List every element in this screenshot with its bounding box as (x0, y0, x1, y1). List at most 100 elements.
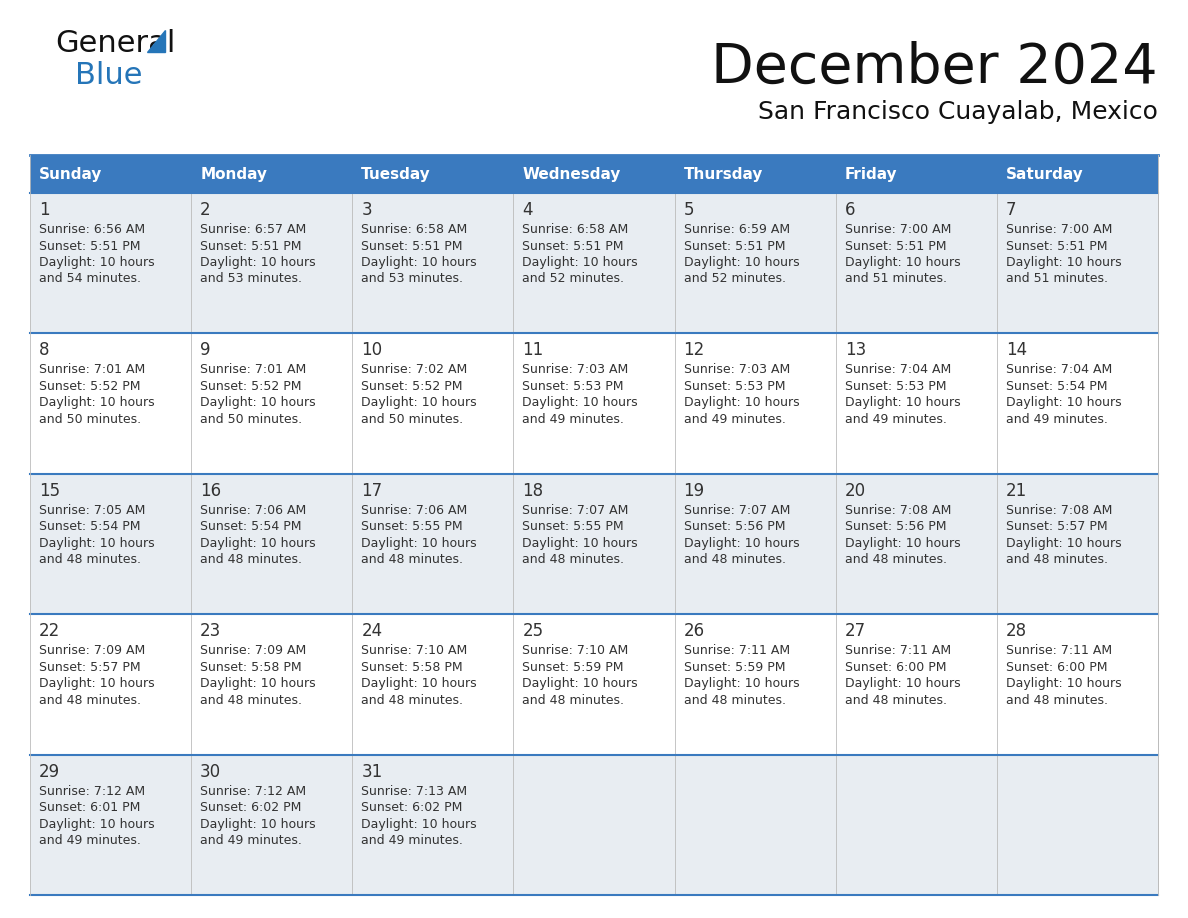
Text: and 54 minutes.: and 54 minutes. (39, 273, 141, 285)
Text: Sunset: 6:02 PM: Sunset: 6:02 PM (361, 801, 462, 814)
Text: Sunset: 5:57 PM: Sunset: 5:57 PM (39, 661, 140, 674)
Text: Sunset: 5:59 PM: Sunset: 5:59 PM (683, 661, 785, 674)
Text: and 53 minutes.: and 53 minutes. (200, 273, 302, 285)
Text: Sunset: 5:51 PM: Sunset: 5:51 PM (845, 240, 946, 252)
Text: Daylight: 10 hours: Daylight: 10 hours (39, 397, 154, 409)
Text: Sunrise: 7:07 AM: Sunrise: 7:07 AM (523, 504, 628, 517)
Text: 15: 15 (39, 482, 61, 499)
Text: Daylight: 10 hours: Daylight: 10 hours (361, 397, 476, 409)
Text: and 48 minutes.: and 48 minutes. (39, 694, 141, 707)
Text: 31: 31 (361, 763, 383, 780)
Polygon shape (147, 30, 165, 52)
Text: Sunset: 5:51 PM: Sunset: 5:51 PM (1006, 240, 1107, 252)
Text: Daylight: 10 hours: Daylight: 10 hours (845, 397, 960, 409)
Bar (835, 155, 997, 193)
Text: Sunrise: 7:05 AM: Sunrise: 7:05 AM (39, 504, 145, 517)
Bar (30, 474, 1158, 614)
Bar (997, 155, 1158, 193)
Text: Daylight: 10 hours: Daylight: 10 hours (523, 537, 638, 550)
Text: 30: 30 (200, 763, 221, 780)
Text: 8: 8 (39, 341, 50, 360)
Text: and 48 minutes.: and 48 minutes. (200, 554, 302, 566)
Text: Sunset: 5:54 PM: Sunset: 5:54 PM (200, 521, 302, 533)
Text: 20: 20 (845, 482, 866, 499)
Text: Sunset: 6:00 PM: Sunset: 6:00 PM (1006, 661, 1107, 674)
Text: and 49 minutes.: and 49 minutes. (1006, 413, 1107, 426)
Bar (30, 614, 1158, 755)
Text: Tuesday: Tuesday (361, 166, 431, 182)
Text: 23: 23 (200, 622, 221, 640)
Text: 26: 26 (683, 622, 704, 640)
Text: 28: 28 (1006, 622, 1026, 640)
Text: Daylight: 10 hours: Daylight: 10 hours (361, 256, 476, 269)
Text: 5: 5 (683, 201, 694, 219)
Text: Daylight: 10 hours: Daylight: 10 hours (1006, 537, 1121, 550)
Text: Sunrise: 7:13 AM: Sunrise: 7:13 AM (361, 785, 467, 798)
Text: Sunrise: 7:04 AM: Sunrise: 7:04 AM (1006, 364, 1112, 376)
Text: Daylight: 10 hours: Daylight: 10 hours (683, 256, 800, 269)
Text: Sunset: 6:01 PM: Sunset: 6:01 PM (39, 801, 140, 814)
Text: Sunset: 5:52 PM: Sunset: 5:52 PM (361, 380, 463, 393)
Text: Daylight: 10 hours: Daylight: 10 hours (39, 677, 154, 690)
Text: and 48 minutes.: and 48 minutes. (1006, 694, 1108, 707)
Text: and 50 minutes.: and 50 minutes. (200, 413, 302, 426)
Text: 12: 12 (683, 341, 704, 360)
Text: Sunrise: 7:06 AM: Sunrise: 7:06 AM (200, 504, 307, 517)
Text: Monday: Monday (200, 166, 267, 182)
Text: Sunday: Sunday (39, 166, 102, 182)
Text: Sunset: 5:56 PM: Sunset: 5:56 PM (683, 521, 785, 533)
Text: Sunset: 5:52 PM: Sunset: 5:52 PM (200, 380, 302, 393)
Text: and 49 minutes.: and 49 minutes. (39, 834, 141, 847)
Text: and 48 minutes.: and 48 minutes. (523, 554, 625, 566)
Text: and 52 minutes.: and 52 minutes. (523, 273, 625, 285)
Text: Daylight: 10 hours: Daylight: 10 hours (845, 537, 960, 550)
Text: Sunset: 5:51 PM: Sunset: 5:51 PM (361, 240, 463, 252)
Text: Sunset: 6:02 PM: Sunset: 6:02 PM (200, 801, 302, 814)
Text: Daylight: 10 hours: Daylight: 10 hours (683, 537, 800, 550)
Text: Daylight: 10 hours: Daylight: 10 hours (523, 397, 638, 409)
Text: Sunrise: 7:11 AM: Sunrise: 7:11 AM (845, 644, 950, 657)
Bar (513, 155, 675, 193)
Text: Sunset: 5:59 PM: Sunset: 5:59 PM (523, 661, 624, 674)
Text: 19: 19 (683, 482, 704, 499)
Text: Sunrise: 6:58 AM: Sunrise: 6:58 AM (361, 223, 468, 236)
Text: and 50 minutes.: and 50 minutes. (39, 413, 141, 426)
Text: Sunset: 5:53 PM: Sunset: 5:53 PM (683, 380, 785, 393)
Text: Sunset: 5:52 PM: Sunset: 5:52 PM (39, 380, 140, 393)
Bar (353, 155, 513, 193)
Text: Daylight: 10 hours: Daylight: 10 hours (200, 537, 316, 550)
Text: and 48 minutes.: and 48 minutes. (683, 694, 785, 707)
Text: and 50 minutes.: and 50 minutes. (361, 413, 463, 426)
Text: Daylight: 10 hours: Daylight: 10 hours (1006, 397, 1121, 409)
Text: and 49 minutes.: and 49 minutes. (200, 834, 302, 847)
Text: Sunrise: 7:00 AM: Sunrise: 7:00 AM (845, 223, 952, 236)
Text: Sunrise: 7:10 AM: Sunrise: 7:10 AM (361, 644, 468, 657)
Text: Sunset: 5:51 PM: Sunset: 5:51 PM (200, 240, 302, 252)
Text: Sunset: 5:54 PM: Sunset: 5:54 PM (1006, 380, 1107, 393)
Text: Sunrise: 7:07 AM: Sunrise: 7:07 AM (683, 504, 790, 517)
Text: Daylight: 10 hours: Daylight: 10 hours (683, 397, 800, 409)
Text: Sunset: 5:58 PM: Sunset: 5:58 PM (200, 661, 302, 674)
Text: and 48 minutes.: and 48 minutes. (523, 694, 625, 707)
Text: Sunset: 5:54 PM: Sunset: 5:54 PM (39, 521, 140, 533)
Text: Sunrise: 7:08 AM: Sunrise: 7:08 AM (1006, 504, 1112, 517)
Text: Sunrise: 6:58 AM: Sunrise: 6:58 AM (523, 223, 628, 236)
Text: Sunrise: 6:59 AM: Sunrise: 6:59 AM (683, 223, 790, 236)
Text: Daylight: 10 hours: Daylight: 10 hours (683, 677, 800, 690)
Text: Sunset: 5:51 PM: Sunset: 5:51 PM (683, 240, 785, 252)
Text: Sunrise: 7:02 AM: Sunrise: 7:02 AM (361, 364, 468, 376)
Text: and 48 minutes.: and 48 minutes. (683, 554, 785, 566)
Text: Daylight: 10 hours: Daylight: 10 hours (1006, 677, 1121, 690)
Text: 22: 22 (39, 622, 61, 640)
Text: Sunset: 5:56 PM: Sunset: 5:56 PM (845, 521, 946, 533)
Text: and 48 minutes.: and 48 minutes. (200, 694, 302, 707)
Text: and 53 minutes.: and 53 minutes. (361, 273, 463, 285)
Text: Daylight: 10 hours: Daylight: 10 hours (200, 677, 316, 690)
Text: 27: 27 (845, 622, 866, 640)
Text: Sunrise: 7:01 AM: Sunrise: 7:01 AM (39, 364, 145, 376)
Text: Sunrise: 7:09 AM: Sunrise: 7:09 AM (39, 644, 145, 657)
Text: Sunrise: 7:09 AM: Sunrise: 7:09 AM (200, 644, 307, 657)
Text: and 48 minutes.: and 48 minutes. (361, 694, 463, 707)
Text: 9: 9 (200, 341, 210, 360)
Text: 21: 21 (1006, 482, 1028, 499)
